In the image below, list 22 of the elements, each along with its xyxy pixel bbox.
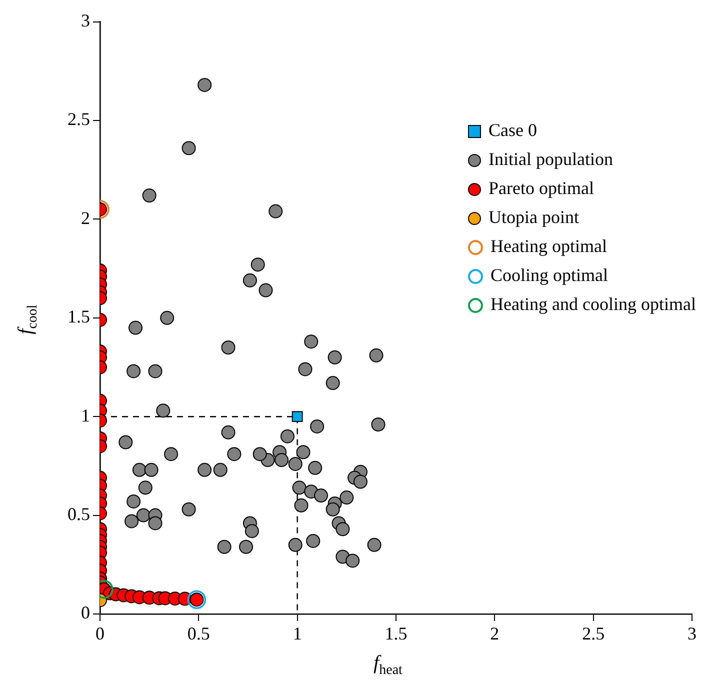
y-tick-label: 0.5 (68, 504, 90, 524)
y-tick-label: 2 (81, 208, 90, 228)
y-tick-label: 3 (81, 10, 90, 31)
legend-label: Heating and cooling optimal (490, 294, 696, 314)
legend-label: Case 0 (488, 120, 538, 140)
x-tick-label: 0 (96, 624, 104, 644)
legend-label: Utopia point (488, 207, 580, 227)
legend-label: Cooling optimal (490, 265, 608, 285)
legend-label: Initial population (488, 149, 614, 169)
y-tick-label: 1.5 (68, 306, 90, 327)
x-tick-label: 2.5 (582, 624, 605, 644)
legend-label: Pareto optimal (488, 178, 594, 198)
y-tick-label: 2.5 (68, 109, 90, 130)
x-tick-label: 3 (688, 624, 696, 644)
y-tick-label: 1 (81, 405, 90, 426)
x-axis-title: f$_{heat}$ (372, 652, 404, 679)
y-tick-label: 0 (81, 602, 90, 623)
x-tick-label: 1.5 (384, 624, 408, 644)
x-tick-label: 0.5 (187, 624, 210, 644)
legend-label: Heating optimal (490, 236, 608, 256)
x-tick-label: 2 (490, 624, 500, 644)
x-tick-label: 1 (292, 624, 302, 644)
